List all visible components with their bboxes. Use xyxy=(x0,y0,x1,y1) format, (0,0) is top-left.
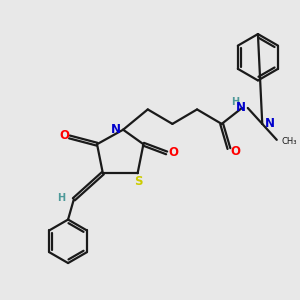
Text: N: N xyxy=(236,101,245,115)
Text: H: H xyxy=(58,193,66,203)
Text: CH₃: CH₃ xyxy=(282,137,298,146)
Text: H: H xyxy=(232,97,240,106)
Text: O: O xyxy=(168,146,178,159)
Text: N: N xyxy=(111,123,121,136)
Text: N: N xyxy=(265,117,275,130)
Text: S: S xyxy=(134,175,142,188)
Text: O: O xyxy=(59,129,69,142)
Text: O: O xyxy=(230,145,240,158)
